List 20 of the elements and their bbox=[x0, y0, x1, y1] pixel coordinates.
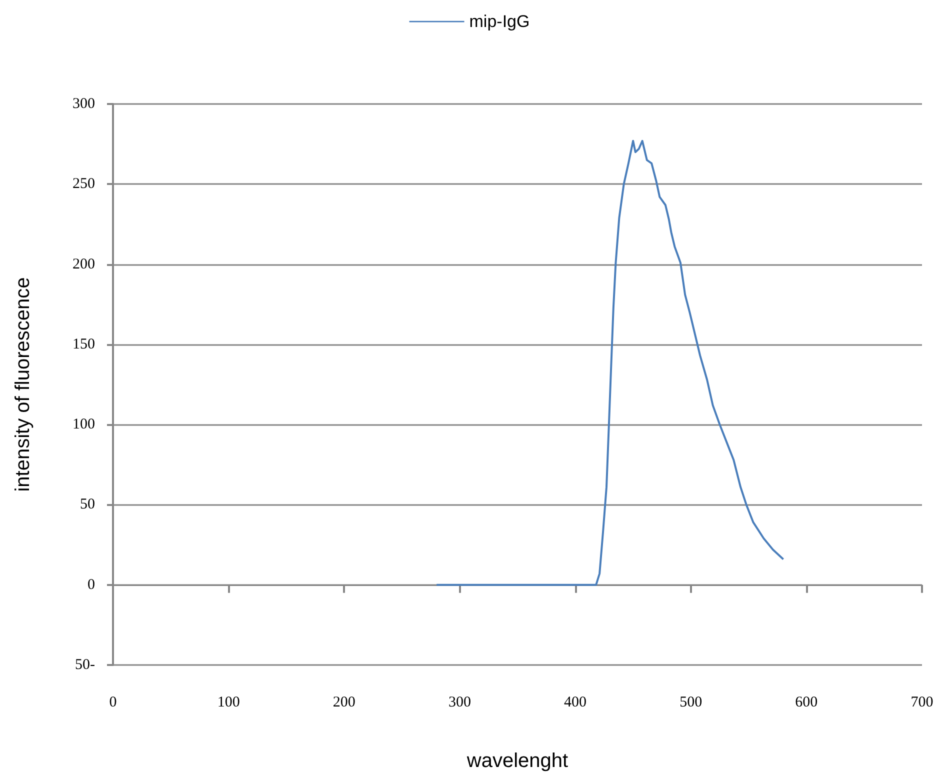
y-tick-label: 100 bbox=[72, 416, 95, 433]
x-tick-label: 200 bbox=[332, 694, 356, 710]
x-tick-label: 700 bbox=[910, 694, 934, 710]
y-tick-label: 300 bbox=[72, 96, 95, 112]
y-tick-label: 50- bbox=[75, 657, 95, 673]
y-tick-label: 0 bbox=[88, 576, 95, 593]
x-axis-title: wavelenght bbox=[466, 750, 569, 772]
y-axis-title: intensity of fluorescence bbox=[12, 277, 34, 492]
line-series bbox=[436, 140, 784, 586]
x-tick-label: 100 bbox=[217, 694, 240, 710]
x-tick-label: 0 bbox=[109, 694, 117, 710]
x-tick-label: 300 bbox=[448, 694, 471, 710]
x-tick-label: 500 bbox=[680, 694, 702, 710]
x-tick-label: 400 bbox=[564, 694, 587, 710]
y-tick-label: 50 bbox=[80, 496, 95, 513]
legend-label: mip-IgG bbox=[469, 12, 530, 31]
x-tick-label: 600 bbox=[795, 694, 818, 710]
y-tick-label: 150 bbox=[72, 336, 95, 352]
y-tick-label: 200 bbox=[72, 256, 95, 272]
y-tick-label: 250 bbox=[72, 176, 95, 192]
